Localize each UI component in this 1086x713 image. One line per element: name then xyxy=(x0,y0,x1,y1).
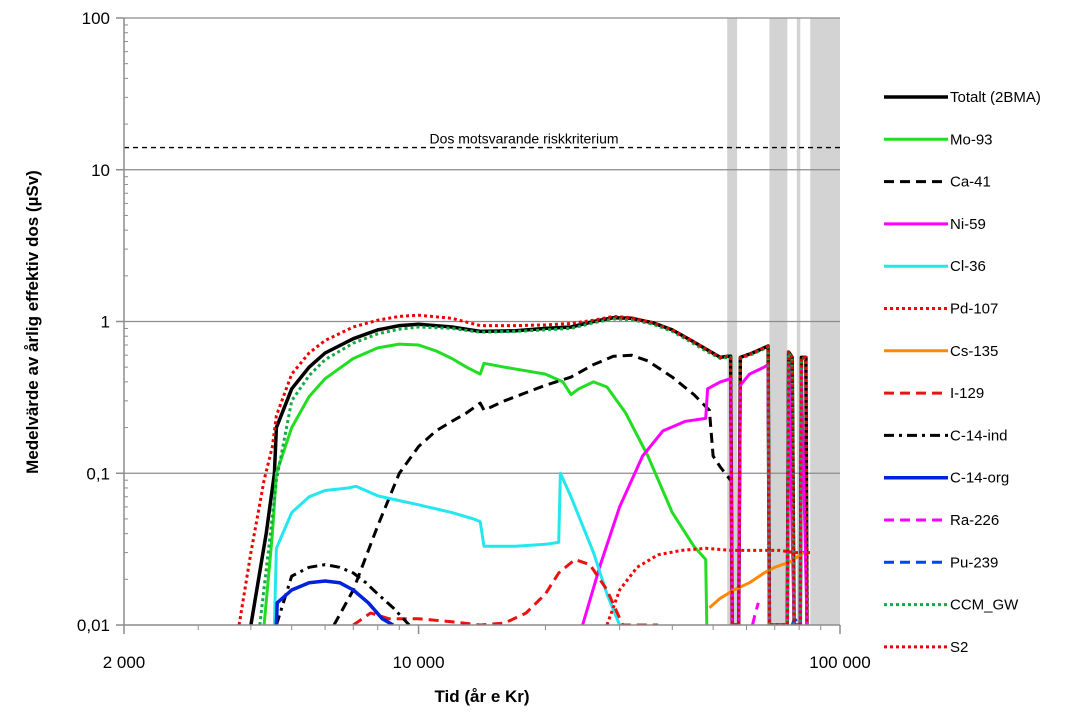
y-tick-label-1: 0,1 xyxy=(86,464,110,483)
series-layer xyxy=(237,313,811,625)
x-tick-label-0: 2 000 xyxy=(103,653,146,672)
y-tick-label-4: 100 xyxy=(82,9,110,28)
legend-label-7: Cs-135 xyxy=(950,343,998,360)
legend-label-9: C-14-ind xyxy=(950,427,1008,444)
y-tick-label-3: 10 xyxy=(91,161,110,180)
series-line-12 xyxy=(790,617,801,625)
legend-label-12: Pu-239 xyxy=(950,554,998,571)
x-axis-title: Tid (år e Kr) xyxy=(434,687,529,706)
legend: Totalt (2BMA) Mo-93 Ca-41 Ni-59 Cl-36 Pd-107 C… xyxy=(884,89,1041,656)
series-line-13 xyxy=(258,317,809,625)
series-line-7 xyxy=(708,551,805,609)
legend-label-3: Ca-41 xyxy=(950,174,991,191)
reference-line: Dos motsvarande riskkriterium xyxy=(124,131,840,149)
y-axis-title: Medelvärde av årlig effektiv dos (µSv) xyxy=(23,170,42,474)
series-line-6 xyxy=(605,546,811,625)
series-line-9 xyxy=(274,563,411,625)
legend-label-8: I-129 xyxy=(950,385,984,402)
x-tick-label-2: 100 000 xyxy=(809,653,870,672)
legend-label-11: Ra-226 xyxy=(950,512,999,529)
legend-label-2: Mo-93 xyxy=(950,131,993,148)
series-line-2 xyxy=(262,342,709,625)
gridlines xyxy=(124,17,840,474)
legend-label-13: CCM_GW xyxy=(950,597,1019,614)
risk-criterion-label: Dos motsvarande riskkriterium xyxy=(429,131,618,147)
legend-label-10: C-14-org xyxy=(950,470,1009,487)
series-line-11 xyxy=(751,602,760,625)
legend-label-4: Ni-59 xyxy=(950,216,986,233)
series-line-14 xyxy=(237,313,809,625)
x-tick-label-1: 10 000 xyxy=(393,653,445,672)
axes: 0,01 0,1 1 10 100 2 000 10 000 100 000 xyxy=(77,9,871,672)
y-tick-label-0: 0,01 xyxy=(77,616,110,635)
legend-label-14: S2 xyxy=(950,639,968,656)
y-tick-label-2: 1 xyxy=(101,313,110,332)
series-line-3 xyxy=(332,353,732,625)
series-line-10 xyxy=(274,579,394,625)
legend-label-1: Totalt (2BMA) xyxy=(950,89,1041,106)
series-line-5 xyxy=(272,471,621,625)
series-line-4 xyxy=(581,363,809,625)
legend-label-5: Cl-36 xyxy=(950,258,986,275)
legend-label-6: Pd-107 xyxy=(950,301,998,318)
